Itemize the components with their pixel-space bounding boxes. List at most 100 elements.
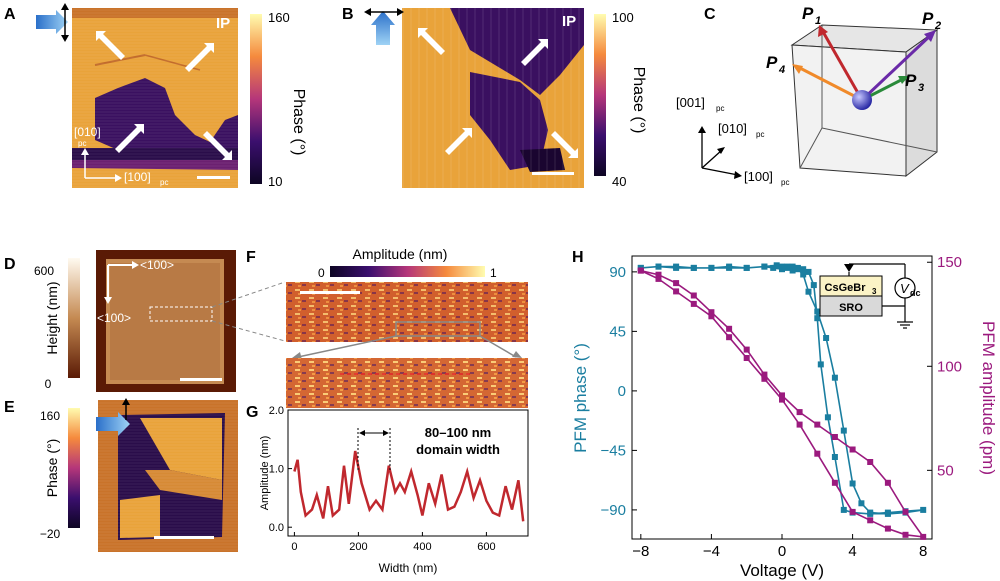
- panel-a-cbar-max: 160: [268, 10, 290, 25]
- panel-a-axis-x: [100]: [124, 170, 151, 184]
- panel-c-axis-100-sub: pc: [781, 178, 789, 187]
- panel-h-amplitude-point: [849, 446, 856, 453]
- panel-e-letter: E: [4, 399, 15, 416]
- panel-h-y-ticks-right: 150 100 50: [927, 254, 962, 479]
- panel-a-colorbar: 160 10 Phase (°): [250, 10, 307, 189]
- panel-f-letter: F: [246, 249, 256, 266]
- panel-c-polarization-vectors: [792, 25, 936, 110]
- panel-h-amplitude-point: [761, 375, 768, 382]
- panel-h-amplitude-point: [814, 450, 821, 457]
- panel-h-phase-point: [810, 282, 817, 289]
- panel-d-cbar-min: 0: [45, 377, 52, 391]
- panel-h-amplitude-point: [814, 421, 821, 428]
- panel-a-cbar-min: 10: [268, 174, 282, 189]
- panel-h-phase-point: [773, 262, 780, 269]
- panel-h-amplitude-point: [655, 271, 662, 278]
- panel-g-annotation-line2: domain width: [416, 442, 500, 457]
- panel-f-cbar-max: 1: [490, 266, 497, 280]
- panel-c-p3-sub: 3: [918, 82, 924, 94]
- panel-h-x-ticks: −8 −4 0 4 8: [632, 534, 927, 560]
- panel-h-phase-point: [726, 264, 733, 271]
- panel-h-ytick-label: −90: [601, 502, 626, 519]
- panel-g-xtick-label: 400: [413, 541, 431, 553]
- panel-d-dir-h: <100>: [140, 258, 174, 272]
- panel-g-xtick-label: 200: [349, 541, 367, 553]
- panel-b-ip-label: IP: [562, 13, 576, 30]
- panel-h-amplitude-point: [673, 280, 680, 287]
- panel-g-frame: [287, 409, 529, 537]
- panel-c: C P 1 P 2 P 3 P 4: [676, 4, 941, 187]
- panel-c-p1: P: [802, 4, 814, 23]
- panel-b-scale-bar: [532, 172, 574, 175]
- panel-c-letter: C: [704, 6, 716, 23]
- panel-g-y-ticks: 0.0 1.0 2.0: [269, 405, 292, 534]
- panel-h-inset-top-sub: 3: [872, 287, 877, 296]
- panel-a-axis-x-sub: pc: [160, 178, 168, 187]
- panel-c-crystal-axes: [001] pc [010] pc [100] pc: [676, 95, 789, 187]
- panel-a-scale-bar: [197, 176, 230, 179]
- panel-h-inset-schematic: CsGeBr 3 SRO V dc: [819, 263, 921, 329]
- panel-f-amplitude-map-zoom: [286, 358, 528, 408]
- panel-h-phase-point: [867, 510, 874, 517]
- panel-h-amplitude-point: [673, 288, 680, 295]
- panel-h-phase-point: [823, 335, 830, 341]
- panel-h-phase-point: [814, 315, 821, 322]
- panel-h-y-ticks: 90 45 0 −45 −90: [601, 264, 637, 519]
- panel-c-axis-010: [010]: [718, 121, 747, 136]
- panel-h-phase-point: [840, 506, 847, 513]
- panel-d-scale-bar: [180, 378, 222, 381]
- panel-h-amplitude-point: [831, 434, 838, 440]
- panel-h-phase-point: [743, 264, 750, 271]
- panel-h-ytick-right-label: 150: [937, 254, 962, 271]
- panel-b-domain-arrows: [418, 28, 578, 158]
- panel-h-phase-point: [814, 308, 821, 315]
- panel-h-amplitude-point: [708, 313, 715, 320]
- panel-h-inset-bottom: SRO: [839, 302, 863, 314]
- panel-h-amplitude-point: [902, 531, 909, 538]
- panel-h-amplitude-point: [743, 355, 750, 361]
- panel-e-cbar-min: −20: [40, 527, 61, 541]
- panel-h-phase-point: [708, 264, 715, 271]
- panel-e-tip-arrow: [96, 398, 130, 436]
- panel-h-amplitude-point: [884, 525, 891, 532]
- panel-h-ytick-label: 90: [609, 264, 626, 281]
- panel-g-width-marker: [357, 428, 391, 470]
- panel-g-ylabel: Amplitude (nm): [259, 436, 271, 511]
- panel-a-ip-label: IP: [216, 15, 230, 32]
- panel-d-height-map: <100> <100>: [96, 250, 236, 392]
- panel-h-phase-point: [849, 480, 856, 487]
- panel-a-domain-arrows: [96, 31, 232, 160]
- panel-e-scale-bar: [154, 536, 214, 539]
- panel-h-amplitude-point: [867, 459, 874, 465]
- panel-f-colorbar: [330, 266, 485, 277]
- panel-h-amplitude-point: [796, 421, 803, 428]
- panel-h-xtick-label: −4: [703, 543, 720, 560]
- panel-f: F Amplitude (nm) 0 1: [246, 246, 528, 408]
- panel-c-axis-001: [001]: [676, 95, 705, 110]
- panel-g-xtick-label: 600: [477, 541, 495, 553]
- panel-c-vector-labels: P 1 P 2 P 3 P 4: [766, 4, 941, 94]
- panel-g: G 0.0 1.0 2.0 0 200 400 600 Amplitude (nm) Wi…: [246, 404, 529, 575]
- panel-b-cbar-min: 40: [612, 174, 626, 189]
- panel-g-amplitude-line: [293, 450, 525, 522]
- panel-h-phase-point: [884, 509, 891, 516]
- panel-a-axis-y-sub: pc: [78, 139, 86, 148]
- panel-h-amplitude-point: [779, 392, 785, 399]
- panel-h-amplitude-point: [708, 309, 715, 316]
- panel-f-amplitude-map-full: [286, 282, 528, 342]
- panel-h-phase-point: [831, 454, 838, 460]
- panel-h-amplitude-point: [779, 396, 785, 403]
- panel-h-ytick-right-label: 100: [937, 358, 962, 375]
- panel-h-phase-point: [831, 374, 838, 381]
- panel-c-axis-001-sub: pc: [716, 104, 724, 113]
- panel-h-amplitude-point: [761, 371, 768, 378]
- panel-h-amplitude-point: [867, 517, 874, 524]
- panel-b-colorbar: 100 40 Phase (°): [594, 10, 647, 189]
- panel-a-letter: A: [4, 6, 16, 23]
- panel-b-cbar-max: 100: [612, 10, 634, 25]
- panel-h-ytick-label: −45: [601, 442, 626, 459]
- panel-h-xtick-label: −8: [632, 543, 649, 560]
- panel-h-phase-point: [789, 267, 796, 274]
- panel-h-phase-point: [779, 263, 785, 270]
